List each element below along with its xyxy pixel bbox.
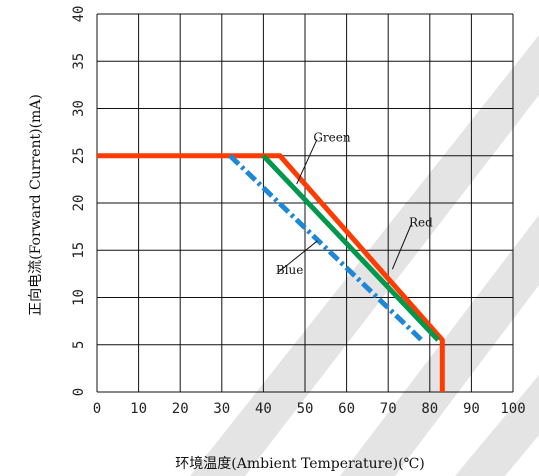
y-tick-label: 25 [71, 147, 87, 164]
series-layer [97, 153, 445, 392]
series-line-green [261, 154, 440, 342]
x-tick-label: 70 [380, 401, 397, 417]
x-tick-label: 10 [130, 401, 147, 417]
y-tick-label: 15 [71, 242, 87, 259]
x-tick-label: 30 [213, 401, 230, 417]
annotation-leader-blue [278, 240, 318, 273]
y-tick-label: 10 [71, 289, 87, 306]
x-tick-label: 90 [463, 401, 480, 417]
x-tick-label: 100 [500, 401, 525, 417]
y-tick-label: 35 [71, 53, 87, 70]
series-line-red [97, 153, 445, 392]
x-tick-label: 20 [172, 401, 189, 417]
y-tick-label: 20 [71, 195, 87, 212]
annotation-leader-red [391, 224, 412, 270]
x-axis-title: 环境温度(Ambient Temperature)(℃) [175, 456, 424, 472]
annotations: Green Red Blue [276, 131, 433, 277]
annotation-blue: Blue [276, 263, 304, 277]
y-tick-label: 0 [71, 388, 87, 396]
x-tick-label: 0 [93, 401, 101, 417]
x-tick-label: 50 [297, 401, 314, 417]
y-tick-label: 40 [71, 6, 87, 23]
x-tick-labels: 0 10 20 30 40 50 60 70 80 90 100 [93, 401, 526, 417]
annotation-red: Red [409, 216, 433, 230]
y-tick-label: 30 [71, 100, 87, 117]
y-tick-label: 5 [71, 341, 87, 349]
y-axis-title: 正向电流(Forward Current)(mA) [28, 94, 44, 316]
series-line-blue [228, 153, 424, 342]
y-tick-labels: 0 5 10 15 20 25 30 35 40 [71, 6, 87, 397]
x-tick-label: 80 [421, 401, 438, 417]
watermark [190, 35, 539, 476]
x-tick-label: 60 [338, 401, 355, 417]
annotation-green: Green [313, 131, 351, 145]
annotation-leader-green [296, 139, 318, 185]
x-tick-label: 40 [255, 401, 272, 417]
